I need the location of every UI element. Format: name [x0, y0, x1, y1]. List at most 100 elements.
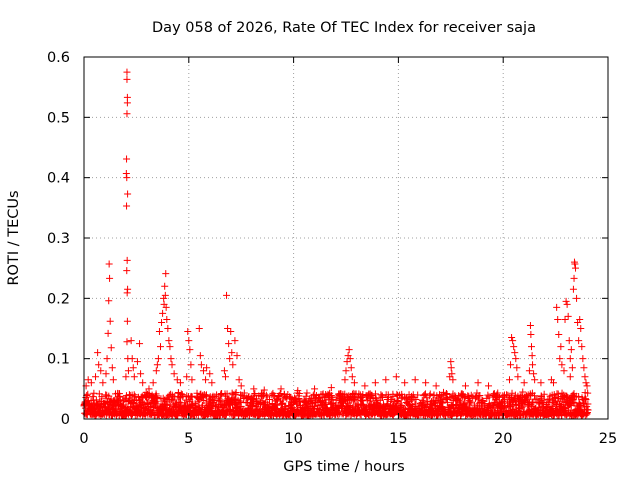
- data-point: [584, 400, 592, 408]
- data-point: [278, 400, 286, 408]
- data-point: [520, 379, 528, 387]
- y-tick-label: 0.4: [47, 171, 70, 187]
- data-point: [467, 391, 475, 399]
- data-point: [571, 393, 579, 401]
- grid-lines: [84, 57, 608, 419]
- data-point: [202, 376, 210, 384]
- data-point: [197, 361, 205, 369]
- data-point: [466, 398, 474, 406]
- data-point: [455, 396, 463, 404]
- x-tick-label: 15: [389, 431, 407, 447]
- data-point: [341, 376, 349, 384]
- data-point: [449, 376, 457, 384]
- data-point: [260, 386, 268, 394]
- data-point: [259, 390, 267, 398]
- data-point: [123, 256, 131, 264]
- data-point: [558, 361, 566, 369]
- y-tick-label: 0.6: [47, 50, 70, 66]
- data-point: [485, 382, 493, 390]
- data-point: [123, 338, 131, 346]
- data-point: [136, 340, 144, 348]
- data-point: [164, 325, 172, 332]
- data-point: [401, 379, 409, 387]
- data-point: [277, 385, 285, 393]
- data-point: [514, 373, 522, 381]
- data-point: [130, 373, 138, 381]
- data-point: [388, 396, 396, 404]
- data-point: [99, 379, 107, 387]
- data-point: [224, 325, 232, 332]
- data-point: [158, 318, 166, 326]
- data-point: [228, 389, 236, 397]
- data-point: [188, 393, 196, 401]
- data-point: [251, 390, 259, 398]
- data-point: [123, 75, 131, 83]
- data-point: [569, 285, 577, 293]
- data-point: [578, 343, 586, 351]
- data-point: [87, 379, 95, 387]
- data-point: [563, 300, 571, 308]
- data-point: [530, 370, 538, 378]
- data-point: [231, 390, 239, 398]
- data-point: [334, 411, 342, 419]
- data-point: [102, 370, 110, 378]
- data-point: [100, 399, 108, 407]
- data-point: [294, 387, 302, 395]
- data-point: [359, 397, 367, 405]
- data-point: [231, 337, 239, 345]
- data-point: [582, 396, 590, 404]
- data-point: [279, 399, 287, 407]
- data-point: [555, 331, 563, 339]
- data-point: [526, 321, 534, 329]
- data-point: [346, 355, 354, 363]
- data-point: [411, 376, 419, 384]
- data-point: [123, 68, 131, 76]
- data-point: [576, 315, 584, 323]
- data-point: [152, 367, 160, 375]
- data-point: [188, 401, 196, 409]
- data-point: [124, 367, 132, 375]
- data-point: [221, 373, 229, 381]
- data-point: [347, 364, 355, 372]
- data-point: [511, 349, 519, 357]
- data-point: [154, 355, 162, 363]
- data-point: [583, 382, 591, 390]
- data-point: [159, 309, 167, 317]
- data-point: [359, 390, 367, 398]
- data-point: [507, 361, 515, 369]
- data-point: [106, 317, 114, 325]
- data-point: [128, 355, 136, 363]
- data-point: [227, 328, 235, 336]
- data-point: [123, 99, 131, 107]
- data-point: [580, 364, 588, 372]
- data-point: [584, 389, 592, 397]
- data-point: [203, 391, 211, 399]
- data-point: [432, 382, 440, 390]
- data-point: [529, 361, 537, 369]
- data-point: [162, 270, 170, 278]
- data-point: [287, 393, 295, 401]
- data-point: [525, 367, 533, 375]
- data-point: [327, 384, 335, 392]
- data-point: [123, 202, 131, 210]
- data-point: [92, 396, 100, 404]
- data-point: [513, 364, 521, 372]
- data-point: [342, 367, 350, 375]
- data-point: [206, 370, 214, 378]
- data-point: [163, 315, 171, 323]
- data-point: [226, 355, 234, 363]
- data-point: [115, 393, 123, 401]
- data-point: [232, 389, 240, 397]
- data-point: [570, 274, 578, 282]
- data-point: [564, 312, 572, 320]
- data-point: [105, 260, 113, 268]
- data-point: [168, 361, 176, 369]
- data-point: [173, 376, 181, 384]
- data-point: [348, 373, 356, 381]
- data-series-roti: [80, 68, 592, 420]
- data-point: [108, 364, 116, 372]
- data-point: [149, 379, 157, 387]
- data-point: [124, 190, 132, 198]
- data-point: [569, 398, 577, 406]
- data-point: [343, 358, 351, 366]
